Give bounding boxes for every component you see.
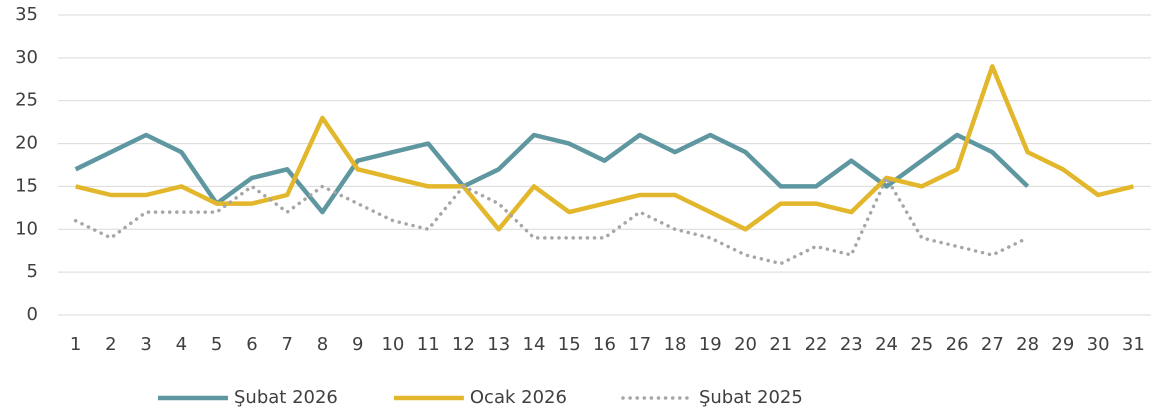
x-tick-label: 3	[140, 334, 151, 355]
x-tick-label: 4	[176, 334, 187, 355]
x-tick-label: 29	[1051, 334, 1074, 355]
x-tick-label: 26	[946, 334, 969, 355]
legend-item: Şubat 2025	[621, 387, 803, 408]
x-tick-label: 24	[875, 334, 898, 355]
x-tick-label: 17	[628, 334, 651, 355]
y-tick-label: 20	[15, 133, 38, 154]
x-tick-label: 12	[452, 334, 475, 355]
x-tick-label: 9	[352, 334, 363, 355]
x-tick-label: 21	[769, 334, 792, 355]
series-line	[74, 132, 1030, 215]
x-tick-label: 28	[1016, 334, 1039, 355]
y-tick-label: 0	[27, 304, 38, 325]
legend-item: Ocak 2026	[393, 387, 567, 408]
x-tick-label: 15	[558, 334, 581, 355]
x-tick-label: 22	[805, 334, 828, 355]
x-tick-label: 1	[70, 334, 81, 355]
series-line	[75, 64, 1134, 232]
x-tick-label: 13	[487, 334, 510, 355]
x-tick-label: 31	[1122, 334, 1145, 355]
y-tick-label: 30	[15, 47, 38, 68]
x-tick-label: 10	[381, 334, 404, 355]
y-tick-label: 5	[27, 261, 38, 282]
y-tick-label: 25	[15, 90, 38, 111]
x-tick-label: 2	[105, 334, 116, 355]
legend-label: Şubat 2025	[699, 387, 803, 408]
legend-label: Ocak 2026	[470, 387, 567, 408]
x-tick-label: 27	[981, 334, 1004, 355]
x-tick-label: 18	[664, 334, 687, 355]
x-tick-label: 14	[523, 334, 546, 355]
y-tick-label: 15	[15, 175, 38, 196]
x-tick-label: 30	[1087, 334, 1110, 355]
legend-label: Şubat 2026	[234, 387, 338, 408]
x-tick-label: 6	[246, 334, 257, 355]
x-tick-label: 19	[699, 334, 722, 355]
x-tick-label: 23	[840, 334, 863, 355]
x-tick-label: 5	[211, 334, 222, 355]
x-tick-label: 7	[281, 334, 292, 355]
x-tick-label: 20	[734, 334, 757, 355]
y-tick-label: 10	[15, 218, 38, 239]
x-tick-label: 11	[417, 334, 440, 355]
y-tick-label: 35	[15, 4, 38, 25]
x-tick-label: 16	[593, 334, 616, 355]
x-tick-label: 8	[317, 334, 328, 355]
x-tick-label: 25	[910, 334, 933, 355]
series-line	[73, 176, 1030, 266]
legend-item: Şubat 2026	[158, 387, 338, 408]
